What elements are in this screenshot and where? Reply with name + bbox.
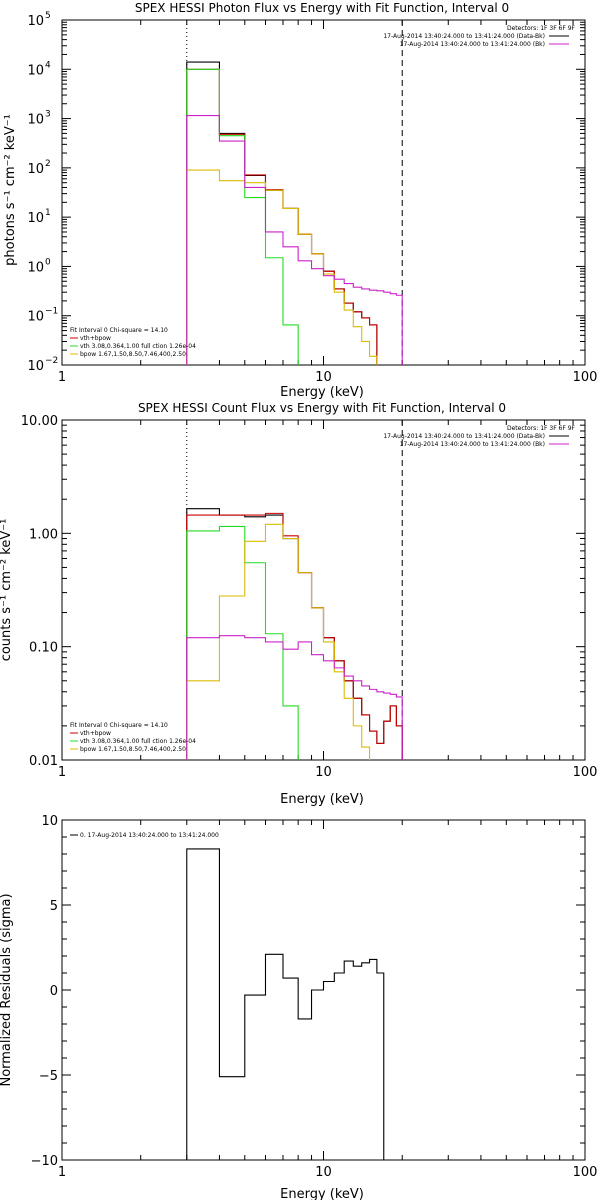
photon-flux-series-vth <box>186 68 299 365</box>
photon-flux-x-tick-label: 10 <box>315 370 332 385</box>
count-flux-series-bk <box>186 635 403 760</box>
residuals-y-tick-label: 10 <box>41 814 58 829</box>
count-flux-legend-text: vth 3.08,0.364,1.00 full ction 1.26e-04 <box>80 738 196 745</box>
count-flux-series-vth <box>186 525 299 760</box>
photon-flux-x-tick-label: 100 <box>573 370 598 385</box>
photon-flux-y-tick-label: 10 <box>27 113 44 128</box>
count-flux-series-group <box>186 508 403 760</box>
residuals-y-label: Normalized Residuals (sigma) <box>0 893 14 1086</box>
photon-flux-series-bk <box>186 115 403 365</box>
count-flux-x-tick-label: 10 <box>315 765 332 780</box>
photon-flux-y-tick-exponent: 3 <box>45 110 51 120</box>
residuals-series-total <box>186 848 385 1160</box>
photon-flux-plot-frame <box>61 19 586 366</box>
photon-flux-title: SPEX HESSI Photon Flux vs Energy with Fi… <box>135 1 509 15</box>
photon-flux-y-tick-label: 10 <box>27 310 44 325</box>
residuals-y-tick-label: 0 <box>50 984 58 999</box>
photon-flux-series-total <box>186 61 378 365</box>
residuals-series-group <box>186 848 385 1160</box>
count-flux-x-label: Energy (keV) <box>280 792 364 807</box>
count-flux-x-tick-label: 1 <box>58 765 66 780</box>
count-flux-x-tick-label: 100 <box>573 765 598 780</box>
count-flux-y-tick-label: 1.00 <box>29 527 58 542</box>
photon-flux-legend-text: Detectors: 1F 3F 6F 9F <box>507 25 576 32</box>
count-flux-y-label: counts s⁻¹ cm⁻² keV⁻¹ <box>0 519 14 662</box>
residuals-x-tick-label: 1 <box>58 1165 66 1180</box>
count-flux-panel: SPEX HESSI Count Flux vs Energy with Fit… <box>0 401 597 807</box>
photon-flux-series-model <box>186 68 378 365</box>
count-flux-title: SPEX HESSI Count Flux vs Energy with Fit… <box>138 401 506 415</box>
residuals-y-tick-label: 5 <box>50 899 58 914</box>
count-flux-legend-text: Detectors: 1F 3F 6F 9F <box>507 425 576 432</box>
photon-flux-x-label: Energy (keV) <box>280 385 364 400</box>
photon-flux-y-tick-label: 10 <box>27 14 44 29</box>
count-flux-legend-text: bpow 1.67,1.50,8.50,7.46,400,2.50 <box>80 746 186 753</box>
photon-flux-y-label: photons s⁻¹ cm⁻² keV⁻¹ <box>3 114 18 266</box>
photon-flux-y-tick-label: 10 <box>27 211 44 226</box>
photon-flux-series-bpow <box>186 169 378 365</box>
photon-flux-legend-text: vth 3.08,0.364,1.00 full ction 1.26e-04 <box>80 343 196 350</box>
residuals-x-tick-label: 100 <box>573 1165 598 1180</box>
photon-flux-y-tick-label: 10 <box>27 359 44 374</box>
photon-flux-legend-text: Fit Interval 0 Chi-square = 14.10 <box>70 327 168 334</box>
photon-flux-y-tick-exponent: 4 <box>45 60 51 70</box>
photon-flux-legend-text: vth+bpow <box>80 335 111 342</box>
photon-flux-y-tick-exponent: −2 <box>45 356 58 366</box>
residuals-y-tick-label: −5 <box>39 1069 58 1084</box>
residuals-x-tick-label: 10 <box>315 1165 332 1180</box>
photon-flux-y-tick-exponent: 2 <box>45 159 51 169</box>
count-flux-y-tick-label: 0.01 <box>29 754 58 769</box>
count-flux-y-tick-label: 10.00 <box>21 414 58 429</box>
photon-flux-panel: SPEX HESSI Photon Flux vs Energy with Fi… <box>3 1 597 400</box>
photon-flux-y-tick-label: 10 <box>27 63 44 78</box>
photon-flux-legend-text: 17-Aug-2014 13:40:24.000 to 13:41:24.000… <box>383 33 545 40</box>
photon-flux-series-group <box>186 61 403 365</box>
photon-flux-legend-text: bpow 1.67,1.50,8.50,7.46,400,2.50 <box>80 351 186 358</box>
photon-flux-x-tick-label: 1 <box>58 370 66 385</box>
count-flux-plot-frame <box>61 419 586 761</box>
count-flux-legend-text: 17-Aug-2014 13:40:24.000 to 13:41:24.000… <box>400 441 545 448</box>
count-flux-legend-text: vth+bpow <box>80 730 111 737</box>
count-flux-legend-text: 17-Aug-2014 13:40:24.000 to 13:41:24.000… <box>383 433 545 440</box>
residuals-panel: Energy (keV) Normalized Residuals (sigma… <box>0 814 597 1200</box>
photon-flux-y-tick-exponent: 5 <box>45 11 51 21</box>
count-flux-legend-text: Fit Interval 0 Chi-square = 14.10 <box>70 722 168 729</box>
residuals-legend-text: 0. 17-Aug-2014 13:40:24.000 to 13:41:24.… <box>80 832 219 839</box>
residuals-x-label: Energy (keV) <box>280 1187 364 1200</box>
count-flux-series-bpow <box>186 523 371 760</box>
photon-flux-y-tick-exponent: −1 <box>45 307 58 317</box>
photon-flux-y-tick-label: 10 <box>27 260 44 275</box>
photon-flux-y-tick-exponent: 1 <box>45 208 51 218</box>
count-flux-y-tick-label: 0.10 <box>29 641 58 656</box>
photon-flux-y-tick-label: 10 <box>27 162 44 177</box>
residuals-y-tick-label: −10 <box>31 1154 58 1169</box>
photon-flux-y-tick-exponent: 0 <box>45 257 51 267</box>
photon-flux-legend-text: 17-Aug-2014 13:40:24.000 to 13:41:24.000… <box>400 41 545 48</box>
